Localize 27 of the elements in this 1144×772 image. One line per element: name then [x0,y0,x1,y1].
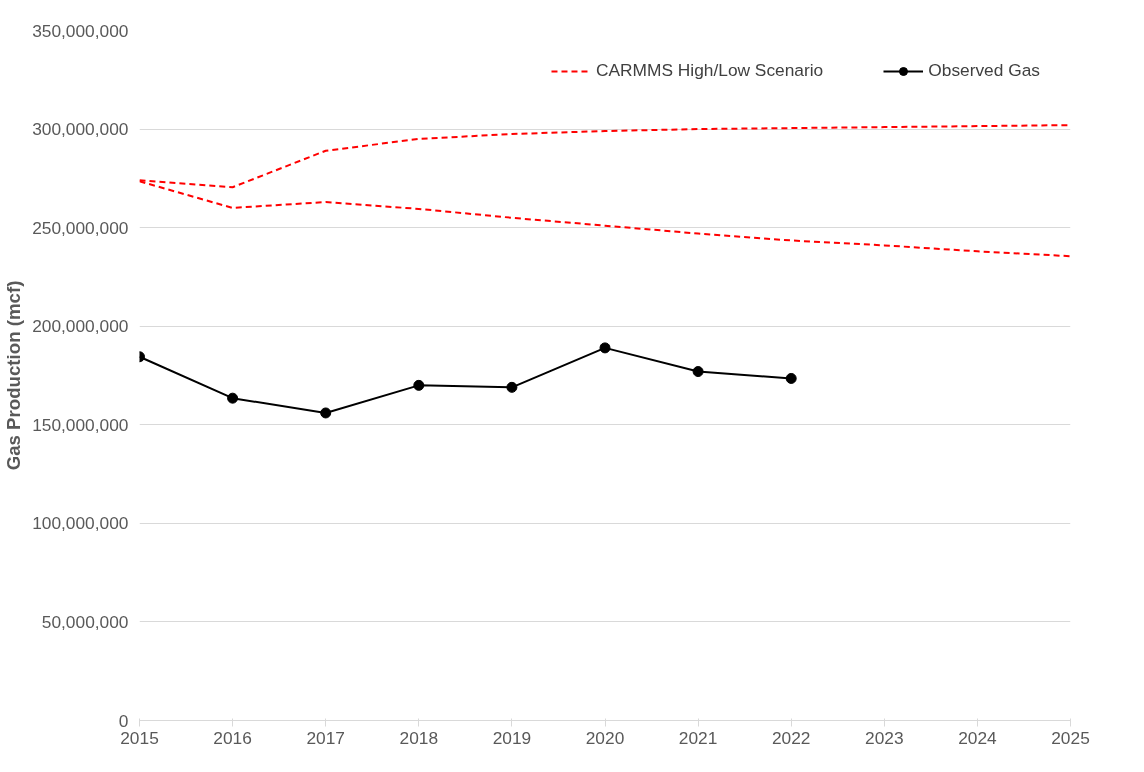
point [413,379,425,391]
point [785,372,797,384]
point [692,366,704,378]
y-tick-label: 300,000,000 [32,119,129,140]
point [599,342,611,354]
x-tick-label: 2022 [771,727,811,748]
x-tick-label: 2019 [492,727,532,748]
y-tick-label: 150,000,000 [32,414,129,435]
x-tick-label: 2018 [399,727,439,748]
legend-label: Observed Gas [928,60,1040,81]
y-tick-label: 200,000,000 [32,316,129,337]
x-tick-label: 2025 [1051,727,1090,748]
x-tick-label: 2020 [585,727,625,748]
y-tick-label: 50,000,000 [41,611,129,632]
point [320,407,332,419]
x-tick-label: 2024 [958,727,998,748]
y-tick-label: 350,000,000 [32,20,129,41]
y-tick-label: 250,000,000 [32,217,129,238]
y-axis-title: Gas Production (mcf) [3,280,25,471]
x-tick-label: 2017 [306,727,345,748]
point [227,392,239,404]
legend-label: CARMMS High/Low Scenario [595,60,824,81]
x-tick-label: 2023 [865,727,904,748]
point [506,381,518,393]
x-tick-label: 2021 [678,727,718,748]
y-tick-label: 100,000,000 [32,513,129,534]
x-tick-label: 2016 [213,727,252,748]
